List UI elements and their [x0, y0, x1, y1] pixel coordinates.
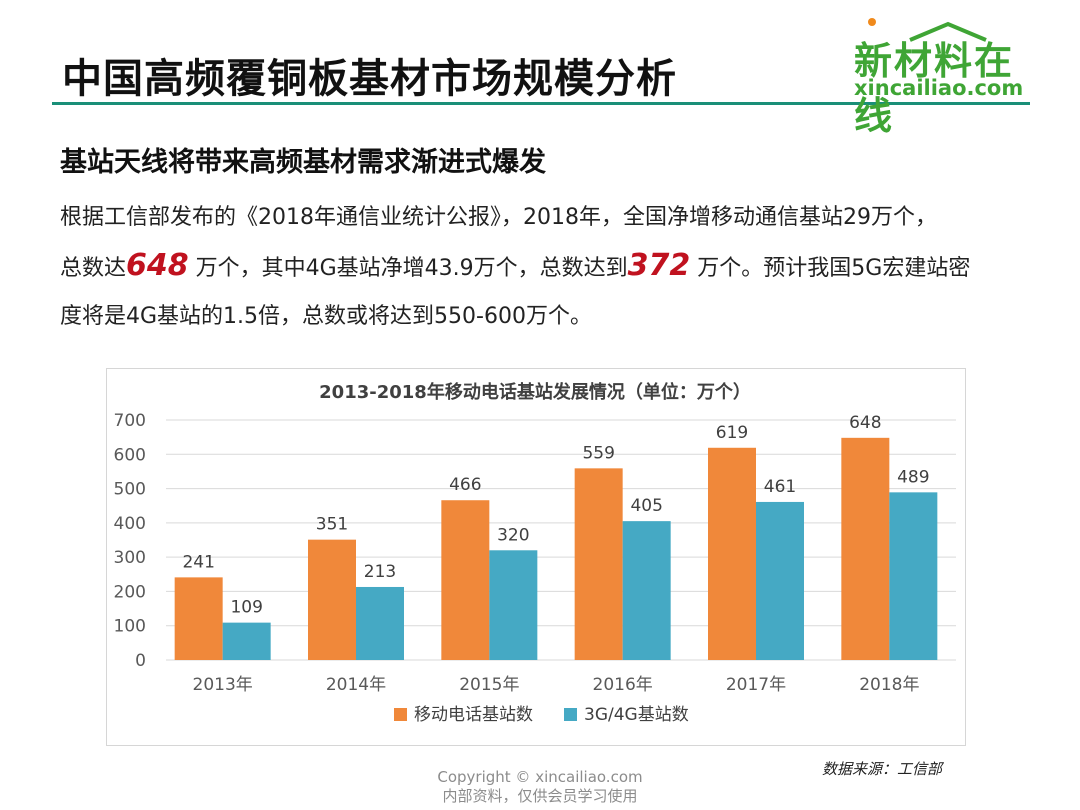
y-tick-label: 500	[114, 480, 146, 500]
logo-text-cn: 新材料在线	[854, 39, 1015, 138]
data-source: 数据来源：工信部	[822, 760, 943, 778]
logo-roof-icon	[868, 18, 987, 42]
x-tick-label: 2014年	[326, 675, 386, 695]
chart-title: 2013-2018年移动电话基站发展情况（单位：万个）	[319, 381, 751, 403]
y-tick-label: 100	[114, 617, 146, 637]
data-label: 109	[230, 598, 262, 618]
y-tick-label: 400	[114, 514, 146, 534]
bar	[622, 521, 671, 660]
x-tick-label: 2016年	[593, 675, 653, 695]
data-label: 320	[497, 525, 529, 545]
data-label: 241	[182, 552, 214, 572]
bar	[308, 539, 356, 660]
bar	[841, 437, 890, 660]
bar	[356, 586, 404, 660]
data-label: 648	[849, 413, 881, 433]
logo-text-en: xincailiao.com	[854, 76, 1024, 100]
data-label: 559	[582, 443, 614, 463]
bar	[756, 501, 804, 660]
highlight-total-stations: 648	[126, 248, 189, 283]
bar	[222, 622, 271, 660]
legend-label: 3G/4G基站数	[584, 705, 689, 725]
y-tick-label: 0	[135, 651, 146, 671]
x-tick-label: 2017年	[726, 675, 786, 695]
y-tick-label: 200	[114, 582, 146, 602]
paragraph-text: 总数达	[60, 256, 127, 281]
title-underline	[52, 102, 1030, 105]
x-tick-label: 2018年	[859, 675, 919, 695]
highlight-4g-stations: 372	[627, 248, 691, 283]
bar	[574, 468, 623, 660]
paragraph-line-1: 根据工信部发布的《2018年通信业统计公报》，2018年，全国净增移动通信基站2…	[60, 205, 937, 230]
bar	[174, 577, 223, 660]
paragraph-line-2: 总数达648 万个，其中4G基站净增43.9万个，总数达到372 万个。预计我国…	[60, 242, 1040, 293]
copyright-note: 内部资料，仅供会员学习使用	[442, 787, 638, 805]
data-label: 351	[316, 515, 348, 535]
bar	[441, 500, 490, 660]
bar	[708, 447, 756, 660]
y-tick-label: 600	[114, 445, 146, 465]
data-label: 461	[764, 477, 796, 497]
paragraph-text: 万个。预计我国5G宏建站密	[690, 256, 971, 281]
data-label: 213	[364, 562, 396, 582]
bar-chart: 2013-2018年移动电话基站发展情况（单位：万个） 0 100 200 300 400…	[114, 381, 956, 725]
paragraph-line-3: 度将是4G基站的1.5倍，总数或将达到550-600万个。	[60, 304, 592, 329]
y-tick-label: 300	[114, 548, 146, 568]
body-paragraph: 根据工信部发布的《2018年通信业统计公报》，2018年，全国净增移动通信基站2…	[60, 194, 1040, 341]
paragraph-text: 万个，其中4G基站净增43.9万个，总数达到	[188, 256, 628, 281]
data-label: 466	[449, 475, 481, 495]
x-tick-label: 2013年	[193, 675, 253, 695]
brand-logo: 新材料在线 xincailiao.com	[852, 16, 1042, 138]
legend-swatch	[394, 708, 407, 721]
copyright-text: Copyright © xincailiao.com	[437, 768, 643, 786]
data-label: 489	[897, 467, 929, 487]
y-tick-label: 700	[114, 411, 146, 431]
page-title: 中国高频覆铜板基材市场规模分析	[62, 56, 677, 102]
data-label: 619	[716, 423, 748, 443]
section-subtitle: 基站天线将带来高频基材需求渐进式爆发	[60, 147, 546, 178]
data-label: 405	[630, 496, 662, 516]
bar	[489, 550, 538, 660]
bar	[889, 492, 938, 660]
legend-swatch	[564, 708, 577, 721]
x-tick-label: 2015年	[459, 675, 519, 695]
legend-label: 移动电话基站数	[414, 705, 533, 725]
